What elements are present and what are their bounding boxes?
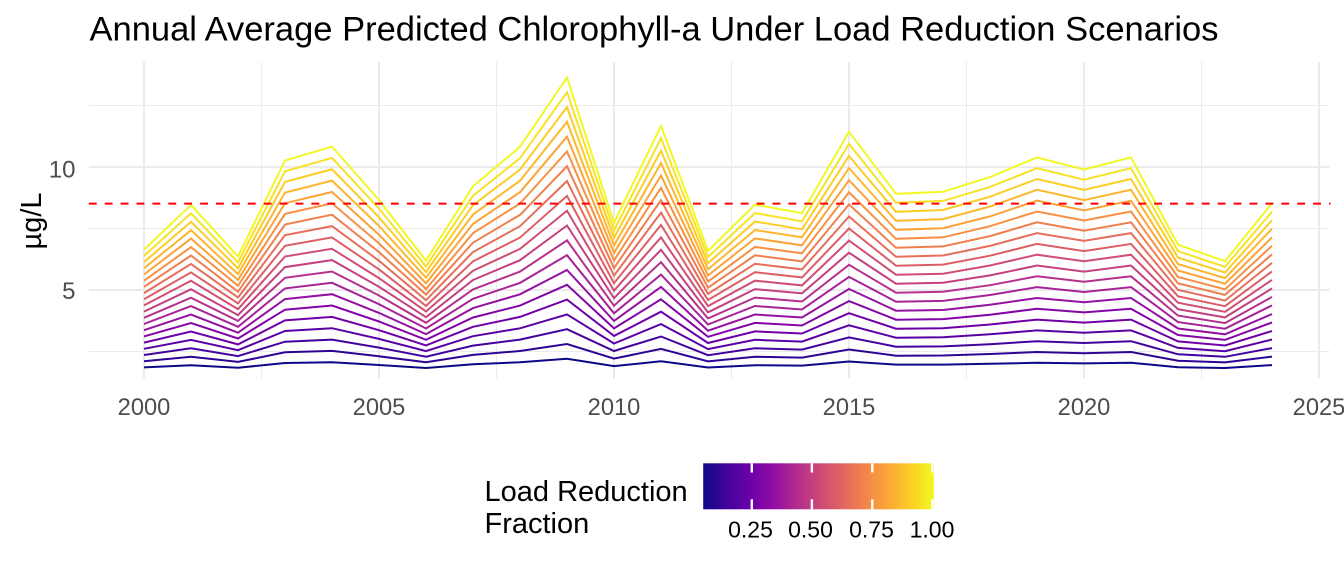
svg-text:0.50: 0.50 — [788, 517, 833, 543]
svg-text:0.25: 0.25 — [728, 517, 773, 543]
svg-text:5: 5 — [62, 278, 75, 305]
svg-text:Fraction: Fraction — [485, 508, 590, 540]
svg-text:Load Reduction: Load Reduction — [485, 476, 688, 508]
svg-text:0.75: 0.75 — [849, 517, 894, 543]
svg-text:2005: 2005 — [353, 395, 406, 421]
svg-text:2015: 2015 — [823, 395, 876, 421]
svg-text:1.00: 1.00 — [910, 517, 955, 543]
svg-text:2000: 2000 — [118, 395, 171, 421]
svg-text:2020: 2020 — [1058, 395, 1111, 421]
svg-text:µg/L: µg/L — [16, 192, 48, 249]
svg-text:10: 10 — [49, 156, 76, 183]
svg-text:Annual Average Predicted Chlor: Annual Average Predicted Chlorophyll-a U… — [90, 11, 1219, 49]
svg-text:2025: 2025 — [1293, 395, 1344, 421]
svg-text:2010: 2010 — [588, 395, 641, 421]
